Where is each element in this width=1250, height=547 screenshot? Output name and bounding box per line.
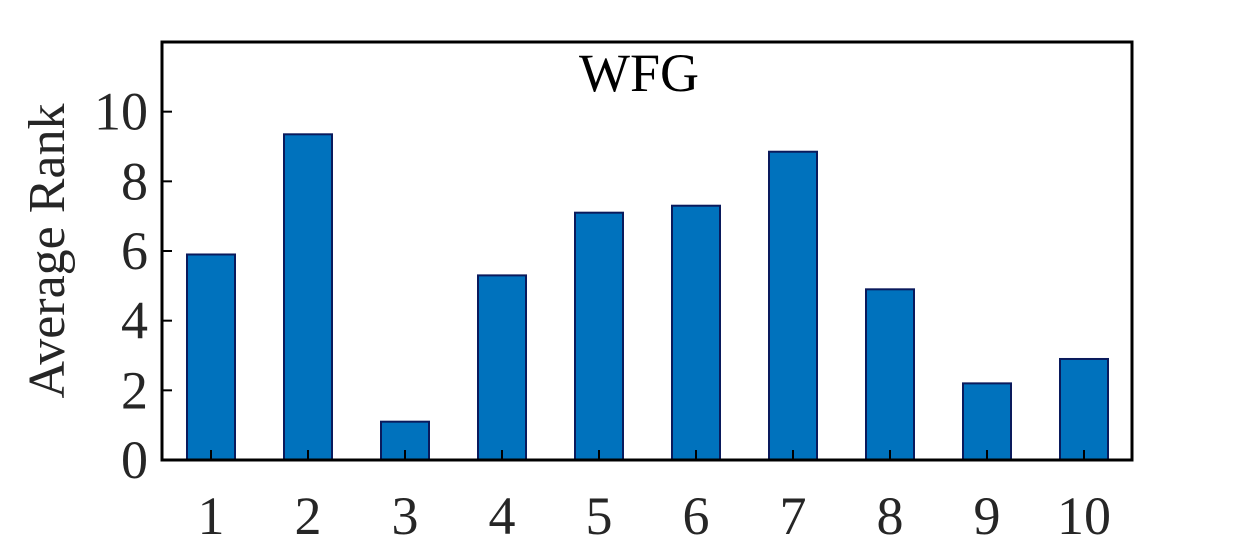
x-tick-label-7: 7 bbox=[780, 486, 807, 546]
x-tick-label-9: 9 bbox=[974, 486, 1001, 546]
y-tick-label-10: 10 bbox=[94, 82, 148, 142]
y-tick-label-8: 8 bbox=[121, 151, 148, 211]
bar-6 bbox=[671, 204, 721, 461]
x-tick-label-3: 3 bbox=[392, 486, 419, 546]
y-tick-labels: 0 2 4 6 8 10 bbox=[94, 82, 148, 490]
y-tick-label-0: 0 bbox=[121, 430, 148, 490]
y-tick-label-2: 2 bbox=[121, 360, 148, 420]
bar-2 bbox=[283, 133, 333, 462]
y-tick-label-4: 4 bbox=[121, 291, 148, 351]
bar-5 bbox=[574, 211, 624, 461]
bar-4 bbox=[477, 274, 527, 461]
x-tick-label-2: 2 bbox=[295, 486, 322, 546]
y-tick-label-6: 6 bbox=[121, 221, 148, 281]
x-tick-label-6: 6 bbox=[683, 486, 710, 546]
bar-9 bbox=[962, 382, 1012, 461]
x-tick-label-5: 5 bbox=[586, 486, 613, 546]
bar-8 bbox=[865, 288, 915, 462]
x-tick-label-1: 1 bbox=[198, 486, 225, 546]
bar-7 bbox=[768, 150, 818, 461]
chart-title: WFG bbox=[579, 43, 699, 103]
y-tick-marks bbox=[162, 110, 172, 461]
bar-10 bbox=[1059, 357, 1109, 462]
bars-group bbox=[186, 133, 1109, 462]
x-tick-label-4: 4 bbox=[489, 486, 516, 546]
y-axis-label: Average Rank bbox=[19, 103, 76, 398]
bar-1 bbox=[186, 253, 236, 461]
x-tick-marks bbox=[210, 450, 1085, 460]
x-tick-label-10: 10 bbox=[1057, 486, 1111, 546]
x-tick-label-8: 8 bbox=[877, 486, 904, 546]
x-tick-labels: 1 2 3 4 5 6 7 8 9 10 bbox=[198, 486, 1112, 546]
